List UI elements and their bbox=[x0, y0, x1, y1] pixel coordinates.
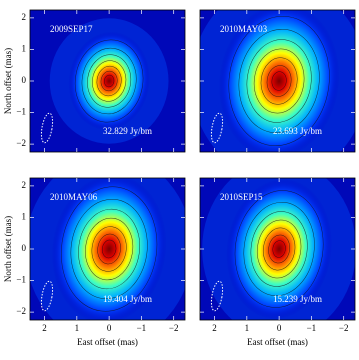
y-tick-label: 1 bbox=[22, 44, 27, 54]
beam bbox=[210, 280, 224, 312]
contour bbox=[81, 47, 137, 115]
contour bbox=[100, 70, 118, 92]
x-tick-label: −2 bbox=[169, 323, 179, 333]
x-tick-label: 0 bbox=[277, 323, 282, 333]
y-tick-label: −2 bbox=[16, 306, 26, 316]
x-tick-label: 1 bbox=[75, 323, 80, 333]
annotation: 15.239 Jy/bm bbox=[273, 294, 322, 304]
image bbox=[200, 10, 355, 152]
contour bbox=[78, 208, 140, 290]
contour bbox=[87, 54, 132, 108]
x-axis-label: East offset (mas) bbox=[247, 337, 308, 347]
contour bbox=[250, 211, 308, 287]
x-tick-label: 2 bbox=[42, 323, 47, 333]
contour bbox=[266, 65, 292, 97]
contour bbox=[101, 239, 117, 259]
beam bbox=[40, 112, 54, 144]
panel: 2010MAY06 19.404 Jy/bm 2 1 0 −1 −2 −2 −1 0 1 2 East … bbox=[3, 177, 186, 347]
emission bbox=[226, 178, 333, 320]
contour bbox=[92, 60, 127, 102]
contour bbox=[272, 240, 286, 258]
beam bbox=[210, 112, 224, 144]
contour bbox=[256, 219, 302, 279]
contour bbox=[97, 233, 121, 265]
panel: 2010MAY03 23.693 Jy/bm bbox=[199, 9, 356, 153]
x-tick-label: 2 bbox=[212, 323, 217, 333]
contour bbox=[74, 39, 144, 123]
y-tick-label: 2 bbox=[22, 180, 27, 190]
image bbox=[30, 178, 185, 320]
y-tick-label: −2 bbox=[16, 138, 26, 148]
emission bbox=[51, 178, 167, 320]
annotation: 23.693 Jy/bm bbox=[273, 126, 322, 136]
x-tick-label: 0 bbox=[107, 323, 112, 333]
panel: 2010SEP15 15.239 Jy/bm 2 1 0 −1 −2 East offset … bbox=[199, 177, 356, 347]
contour bbox=[103, 74, 115, 88]
x-tick-label: −2 bbox=[339, 323, 349, 333]
panel-title: 2009SEP17 bbox=[50, 24, 93, 34]
emission bbox=[68, 31, 150, 131]
x-tick-label: −1 bbox=[137, 323, 147, 333]
contour bbox=[260, 57, 298, 105]
y-tick-label: 1 bbox=[22, 212, 27, 222]
contour bbox=[246, 39, 312, 123]
y-axis-label: North offset (mas) bbox=[3, 48, 13, 114]
x-tick-label: 1 bbox=[245, 323, 250, 333]
contour bbox=[253, 48, 305, 114]
contour bbox=[268, 234, 290, 264]
contour bbox=[271, 71, 287, 91]
y-tick-label: −1 bbox=[16, 275, 26, 285]
y-tick-label: 0 bbox=[22, 243, 27, 253]
image bbox=[30, 10, 185, 152]
beam bbox=[40, 280, 54, 312]
contour bbox=[96, 65, 122, 97]
annotation: 32.829 Jy/bm bbox=[103, 126, 152, 136]
contour bbox=[238, 28, 320, 134]
panel-title: 2010MAY06 bbox=[50, 192, 98, 202]
annotation: 19.404 Jy/bm bbox=[103, 294, 152, 304]
panel-title: 2010SEP15 bbox=[220, 192, 263, 202]
contour bbox=[243, 201, 315, 297]
panel-title: 2010MAY03 bbox=[220, 24, 268, 34]
contour bbox=[85, 217, 134, 281]
contour bbox=[228, 16, 330, 146]
panel: 2009SEP17 32.829 Jy/bm −2 −1 0 1 2 North offset… bbox=[3, 9, 186, 153]
contour bbox=[262, 227, 296, 271]
y-tick-label: 2 bbox=[22, 12, 27, 22]
contour bbox=[234, 190, 324, 308]
x-axis-label: East offset (mas) bbox=[77, 337, 138, 347]
contour bbox=[61, 186, 158, 312]
contour bbox=[91, 226, 127, 272]
image bbox=[200, 178, 355, 320]
x-tick-label: −1 bbox=[307, 323, 317, 333]
y-tick-label: −1 bbox=[16, 107, 26, 117]
y-tick-label: 0 bbox=[22, 75, 27, 85]
emission bbox=[218, 10, 340, 152]
contour bbox=[70, 198, 148, 300]
y-axis-label: North offset (mas) bbox=[3, 216, 13, 282]
